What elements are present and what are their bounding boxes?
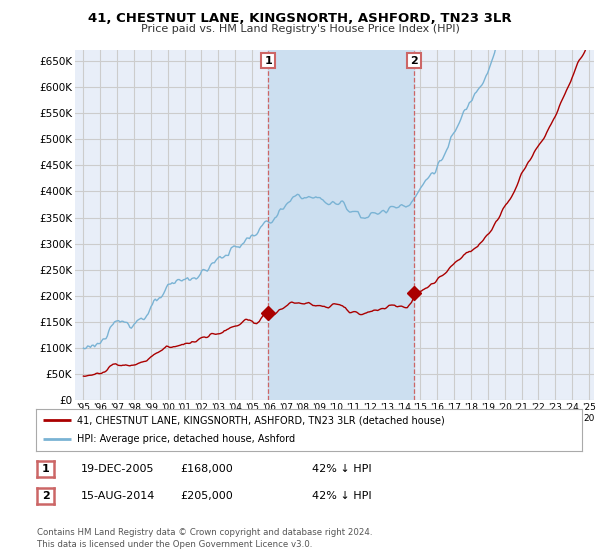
Text: £168,000: £168,000 <box>180 464 233 474</box>
Text: 15-AUG-2014: 15-AUG-2014 <box>81 491 155 501</box>
Text: 1: 1 <box>264 55 272 66</box>
Text: Contains HM Land Registry data © Crown copyright and database right 2024.
This d: Contains HM Land Registry data © Crown c… <box>37 528 373 549</box>
Text: 41, CHESTNUT LANE, KINGSNORTH, ASHFORD, TN23 3LR: 41, CHESTNUT LANE, KINGSNORTH, ASHFORD, … <box>88 12 512 25</box>
Text: 1: 1 <box>42 464 49 474</box>
Text: 41, CHESTNUT LANE, KINGSNORTH, ASHFORD, TN23 3LR (detached house): 41, CHESTNUT LANE, KINGSNORTH, ASHFORD, … <box>77 415 445 425</box>
Text: £205,000: £205,000 <box>180 491 233 501</box>
Text: Price paid vs. HM Land Registry's House Price Index (HPI): Price paid vs. HM Land Registry's House … <box>140 24 460 34</box>
Text: 42% ↓ HPI: 42% ↓ HPI <box>312 464 371 474</box>
Text: 19-DEC-2005: 19-DEC-2005 <box>81 464 155 474</box>
Text: 2: 2 <box>410 55 418 66</box>
Bar <box>268 50 414 400</box>
Text: 42% ↓ HPI: 42% ↓ HPI <box>312 491 371 501</box>
Text: HPI: Average price, detached house, Ashford: HPI: Average price, detached house, Ashf… <box>77 435 295 445</box>
Text: 2: 2 <box>42 491 49 501</box>
